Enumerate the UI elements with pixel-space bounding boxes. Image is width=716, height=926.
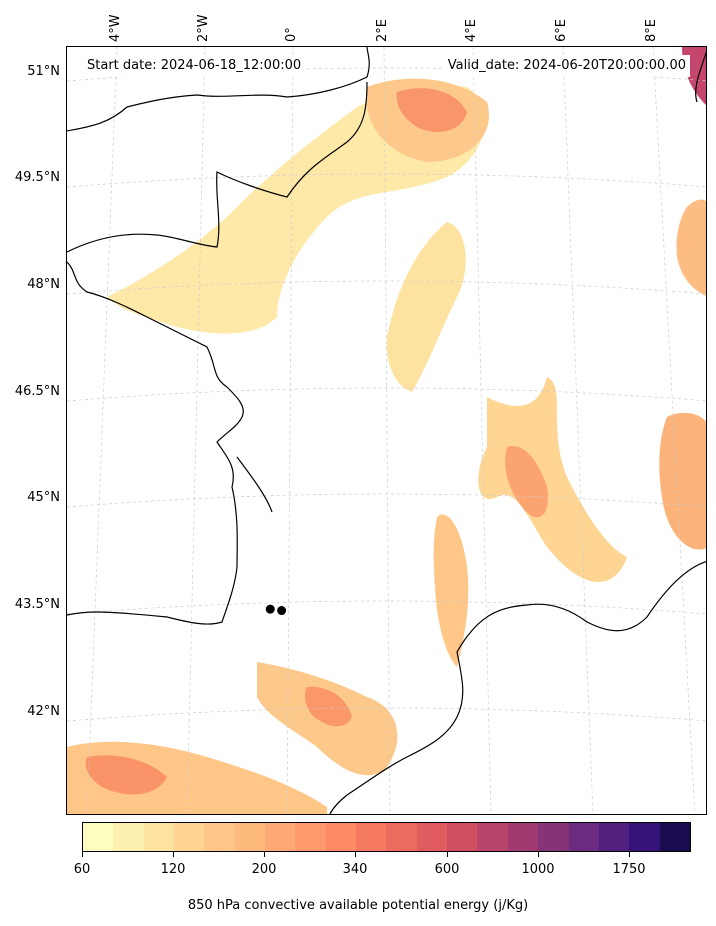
colorbar-title: 850 hPa convective available potential e…	[187, 898, 529, 913]
start-date-label: Start date: 2024-06-18_12:00:00	[83, 55, 306, 77]
latitude-gridline	[67, 707, 706, 722]
colorbar-segment	[477, 823, 508, 851]
longitude-label: 4°E	[464, 19, 479, 42]
longitude-label: 2°W	[196, 14, 211, 42]
location-marker	[265, 604, 275, 614]
longitude-gridline	[562, 47, 594, 814]
colorbar-segment	[507, 823, 539, 851]
colorbar-segment	[234, 823, 266, 851]
colorbar-tick-label: 600	[434, 862, 460, 877]
latitude-gridline	[67, 173, 706, 188]
cape-field-central	[386, 222, 466, 392]
cape-field-east	[478, 377, 627, 582]
location-marker	[277, 606, 287, 616]
colorbar-segment	[568, 823, 599, 851]
valid-date-label: Valid_date: 2024-06-20T20:00:00.00	[443, 55, 690, 77]
longitude-label: 0°	[284, 27, 299, 42]
colorbar	[82, 822, 691, 852]
colorbar-segment	[386, 823, 417, 851]
graticule	[67, 47, 706, 814]
latitude-gridline	[67, 600, 706, 615]
cape-field-channel	[107, 85, 485, 334]
latitude-label: 51°N	[27, 64, 60, 79]
colorbar-segment	[325, 823, 357, 851]
coastline	[67, 47, 706, 814]
colorbar-segment	[659, 823, 690, 851]
coast-bay-of-biscay	[67, 386, 244, 625]
colorbar-tick-label: 340	[342, 862, 368, 877]
coast-mediterranean	[329, 651, 464, 814]
longitude-label: 6°E	[554, 19, 569, 42]
colorbar-segment	[83, 823, 114, 851]
cape-field-spain-core	[85, 755, 167, 795]
colorbar-segment	[629, 823, 660, 851]
cape-field-east-upper	[676, 199, 706, 297]
longitude-label: 8°E	[644, 19, 659, 42]
longitude-gridline	[383, 47, 391, 814]
latitude-gridline	[67, 493, 706, 508]
coast-france-north	[67, 47, 370, 132]
colorbar-segment	[113, 823, 144, 851]
longitude-gridline	[286, 47, 294, 814]
longitude-gridline	[652, 47, 696, 814]
marker-layer	[265, 604, 287, 616]
colorbar-tick	[447, 852, 448, 857]
coast-brittany	[67, 233, 228, 388]
coast-gironde	[236, 456, 273, 513]
coast-normandy	[156, 81, 368, 248]
latitude-label: 45°N	[27, 490, 60, 505]
colorbar-segment	[295, 823, 326, 851]
cape-field-east-edge	[659, 412, 706, 550]
map-canvas	[67, 47, 706, 814]
latitude-label: 43.5°N	[14, 597, 60, 612]
latitude-gridline	[67, 280, 706, 295]
longitude-label: 2°E	[375, 19, 390, 42]
colorbar-segment	[598, 823, 630, 851]
cape-field-pyrenees-core	[304, 686, 352, 727]
latitude-label: 48°N	[27, 277, 60, 292]
coast-corsica	[695, 51, 706, 103]
cape-field-north-hot	[396, 88, 467, 132]
latitude-gridline	[67, 387, 706, 402]
cape-field-alps-band	[433, 514, 469, 667]
colorbar-tick	[82, 852, 83, 857]
colorbar-segment	[174, 823, 205, 851]
cape-fields	[67, 47, 706, 814]
longitude-label: 4°W	[108, 14, 123, 42]
coast-gulf-of-lion	[456, 561, 706, 653]
colorbar-segment	[143, 823, 175, 851]
colorbar-tick	[264, 852, 265, 857]
colorbar-segment	[447, 823, 478, 851]
cape-field-east-core	[505, 446, 548, 518]
longitude-gridline	[86, 47, 118, 814]
colorbar-tick	[538, 852, 539, 857]
colorbar-segment	[265, 823, 296, 851]
colorbar-tick-label: 1750	[612, 862, 646, 877]
colorbar-segment	[356, 823, 387, 851]
colorbar-segment	[538, 823, 569, 851]
colorbar-tick-label: 60	[73, 862, 91, 877]
longitude-gridline	[472, 47, 492, 814]
colorbar-tick	[629, 852, 630, 857]
colorbar-tick	[355, 852, 356, 857]
latitude-label: 42°N	[27, 704, 60, 719]
colorbar-tick-label: 1000	[521, 862, 555, 877]
longitude-gridline	[186, 47, 206, 814]
latitude-label: 49.5°N	[14, 170, 60, 185]
colorbar-tick-label: 200	[251, 862, 277, 877]
colorbar-segment	[416, 823, 448, 851]
latitude-label: 46.5°N	[14, 384, 60, 399]
colorbar-tick	[173, 852, 174, 857]
colorbar-tick-label: 120	[160, 862, 186, 877]
colorbar-segment	[204, 823, 235, 851]
map-panel	[66, 46, 707, 815]
